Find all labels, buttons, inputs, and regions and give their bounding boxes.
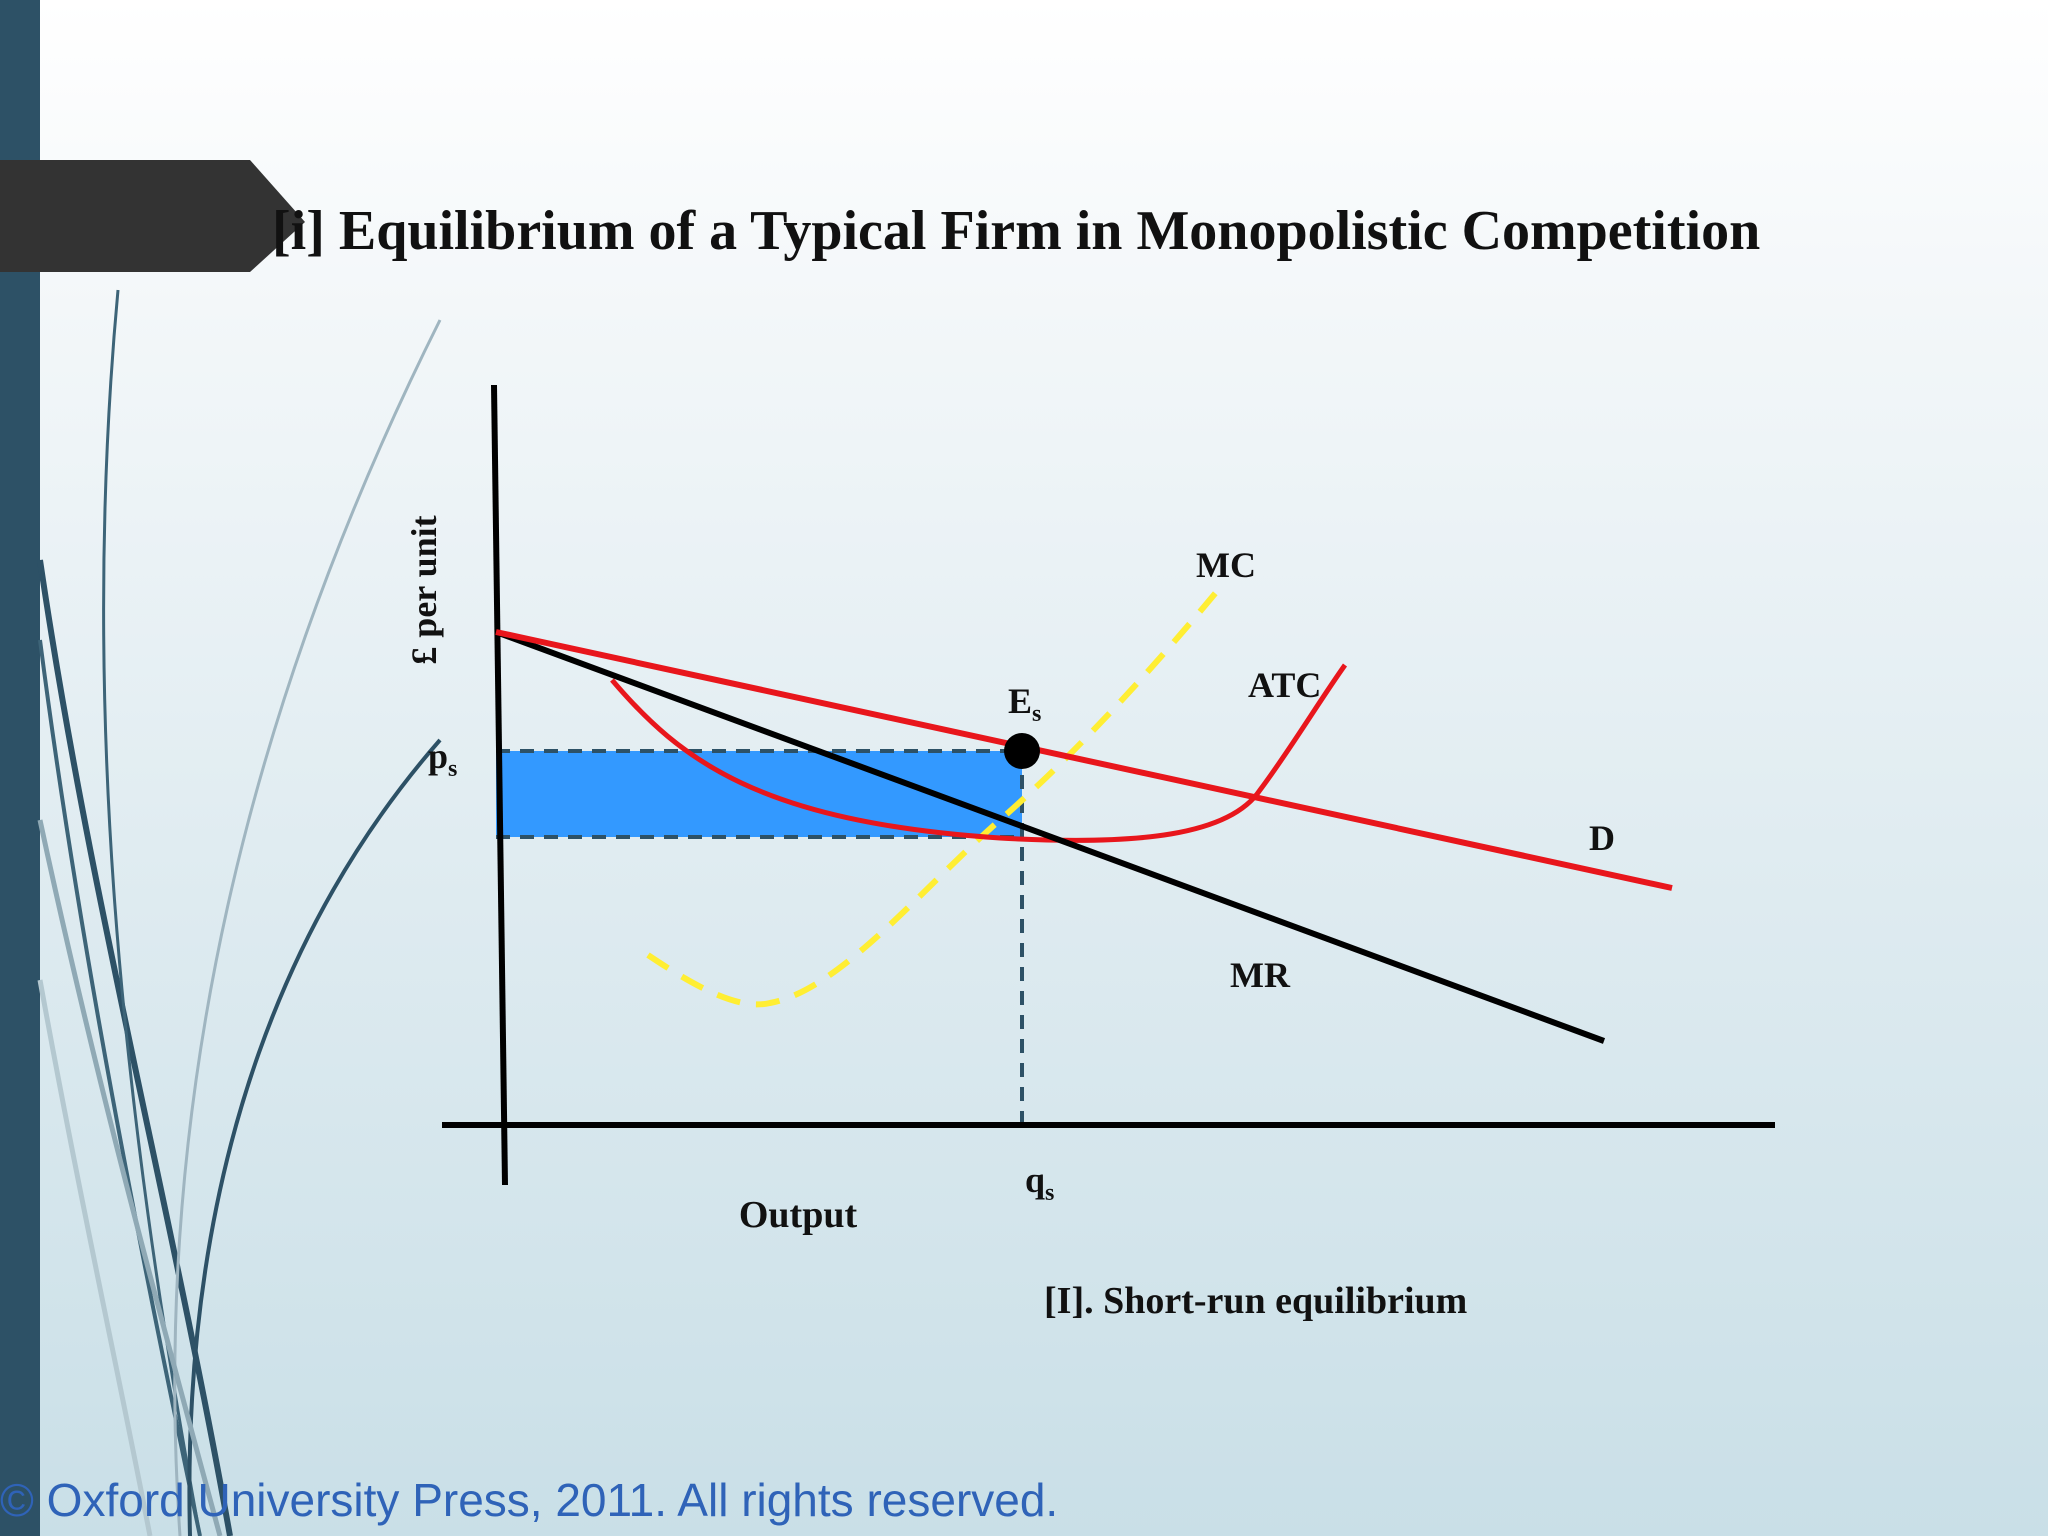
equilibrium-point (1004, 733, 1040, 769)
mc-label: MC (1196, 545, 1256, 585)
y-axis (491, 384, 508, 1186)
x-axis-label: Output (739, 1194, 858, 1236)
mc-curve (646, 588, 1221, 1008)
demand-curve (495, 629, 1673, 891)
mr-curve (494, 629, 1606, 1044)
copyright-notice: © Oxford University Press, 2011. All rig… (0, 1474, 1059, 1526)
mr-label: MR (1230, 955, 1291, 995)
title-banner (0, 160, 305, 272)
equilibrium-label: Es (1008, 681, 1041, 727)
y-axis-label: £ per unit (404, 515, 444, 664)
decorative-swooshes (37, 289, 442, 1536)
slide-title: [i] Equilibrium of a Typical Firm in Mon… (272, 200, 1761, 262)
d-label: D (1589, 818, 1615, 858)
quantity-label: qs (1025, 1160, 1054, 1206)
atc-curve (610, 663, 1348, 843)
atc-label: ATC (1248, 665, 1321, 705)
diagram-caption: [I]. Short-run equilibrium (1044, 1280, 1468, 1322)
price-label: ps (428, 736, 457, 782)
